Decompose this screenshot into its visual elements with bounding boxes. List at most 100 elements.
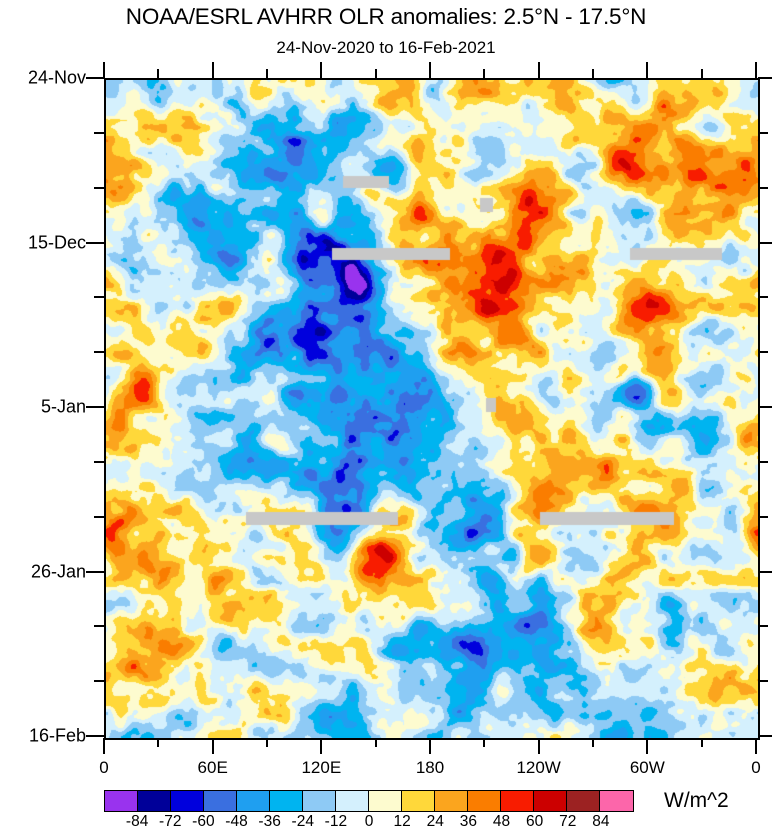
y-minor-tick [758,296,768,298]
x-axis-label: 60W [629,758,665,777]
y-minor-tick [94,351,104,353]
y-minor-tick [94,132,104,134]
y-axis-label: 26-Jan [30,561,86,581]
x-minor-tick [483,738,485,747]
y-minor-tick [758,132,768,134]
colorbar-tick-label: -36 [258,813,281,830]
x-major-tick [646,62,648,78]
x-minor-tick [375,738,377,747]
colorbar-swatch [501,791,534,811]
x-major-tick [755,738,757,754]
y-major-tick [86,77,104,79]
colorbar-swatch [303,791,336,811]
colorbar-tick-label: 72 [559,813,577,830]
y-minor-tick [758,351,768,353]
colorbar-tick-label: -84 [125,813,149,830]
x-minor-tick [375,69,377,78]
colorbar-tick-label: -60 [192,813,215,830]
y-major-tick [758,242,772,244]
x-major-tick [103,738,105,754]
y-axis-label: 16-Feb [28,725,86,746]
y-minor-tick [758,187,768,189]
plot-area [104,78,760,740]
colorbar-tick-label: 24 [426,813,444,830]
x-major-tick [103,62,105,78]
colorbar [104,790,634,812]
colorbar-swatch [468,791,501,811]
colorbar-swatch [369,791,402,811]
y-axis-label: 24-Nov [27,67,86,88]
colorbar-units-label: W/m^2 [664,789,729,812]
colorbar-swatch [270,791,303,811]
x-axis-label: 180 [415,758,445,777]
x-major-tick [538,738,540,754]
colorbar-tick-label: 84 [592,813,610,830]
y-minor-tick [94,625,104,627]
colorbar-swatch [105,791,138,811]
x-major-tick [212,738,214,754]
x-minor-tick [266,69,268,78]
colorbar-swatch [204,791,237,811]
colorbar-swatch [435,791,468,811]
y-major-tick [758,406,772,408]
x-axis-label: 0 [751,758,761,777]
x-major-tick [320,738,322,754]
colorbar-tick-label: -24 [291,813,314,830]
x-minor-tick [701,738,703,747]
x-major-tick [538,62,540,78]
x-minor-tick [483,69,485,78]
x-major-tick [212,62,214,78]
y-minor-tick [94,461,104,463]
x-minor-tick [701,69,703,78]
x-minor-tick [157,738,159,747]
y-major-tick [758,77,772,79]
colorbar-swatch [567,791,600,811]
x-major-tick [429,738,431,754]
colorbar-tick-label: -72 [159,813,182,830]
y-minor-tick [94,516,104,518]
x-major-tick [429,62,431,78]
x-major-tick [646,738,648,754]
colorbar-swatch [237,791,270,811]
x-minor-tick [157,69,159,78]
colorbar-swatch [402,791,435,811]
y-major-tick [758,735,772,737]
colorbar-tick-label: 36 [459,813,477,830]
y-minor-tick [758,680,768,682]
colorbar-tick-label: 0 [364,813,374,830]
y-minor-tick [94,187,104,189]
colorbar-tick-label: -12 [324,813,348,830]
page-title: NOAA/ESRL AVHRR OLR anomalies: 2.5°N - 1… [125,4,647,29]
x-minor-tick [592,69,594,78]
y-minor-tick [758,516,768,518]
y-major-tick [758,571,772,573]
y-minor-tick [758,461,768,463]
colorbar-swatch [336,791,369,811]
y-axis-label: 5-Jan [40,396,86,417]
colorbar-tick-label: 60 [526,813,544,830]
colorbar-swatch [600,791,633,811]
x-axis-label: 0 [99,758,109,777]
colorbar-swatch [138,791,171,811]
y-major-tick [86,406,104,408]
colorbar-tick-label: 12 [393,813,411,830]
x-axis-label: 60E [197,758,228,777]
colorbar-tick-label: -48 [225,813,248,830]
y-major-tick [86,242,104,244]
y-minor-tick [94,296,104,298]
y-major-tick [86,735,104,737]
y-axis-label: 15-Dec [27,232,86,252]
x-major-tick [320,62,322,78]
x-minor-tick [266,738,268,747]
colorbar-swatch [534,791,567,811]
x-axis-label: 120E [301,758,342,777]
colorbar-swatch [171,791,204,811]
x-major-tick [755,62,757,78]
y-major-tick [86,571,104,573]
y-minor-tick [758,625,768,627]
page-subtitle: 24-Nov-2020 to 16-Feb-2021 [276,38,496,57]
olr-anomaly-heatmap [106,80,758,738]
colorbar-tick-label: 48 [492,813,511,830]
x-minor-tick [592,738,594,747]
